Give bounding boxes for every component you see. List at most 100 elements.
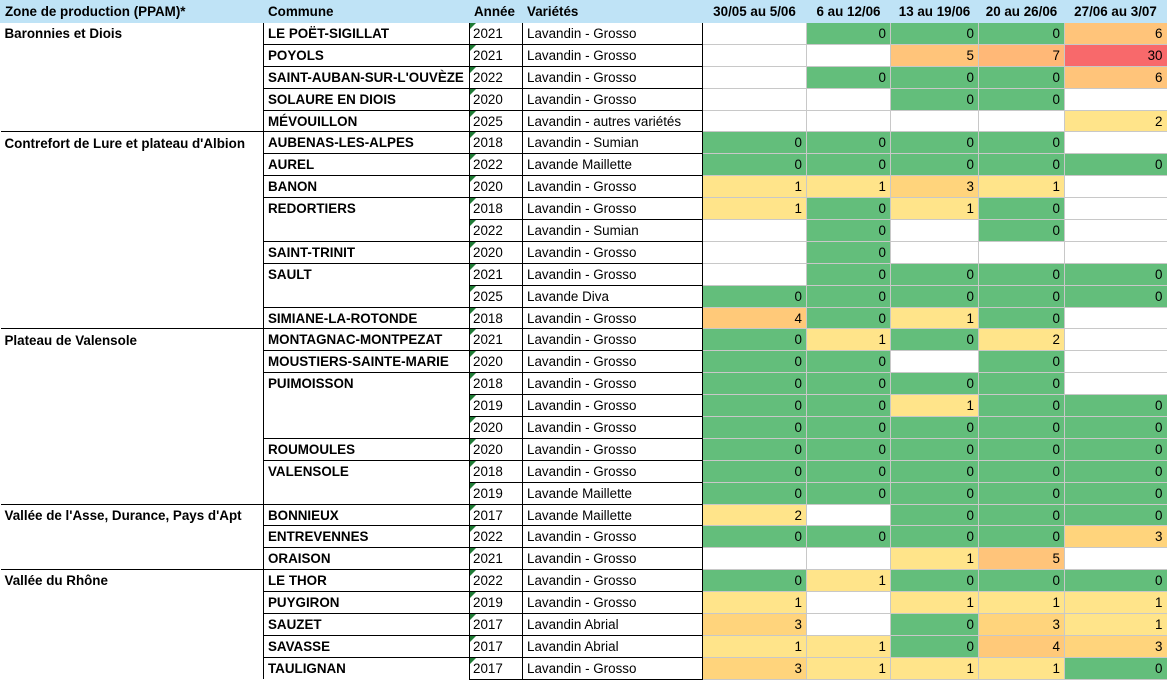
cell-variete[interactable]: Lavandin Abrial — [522, 635, 703, 658]
cell-week-2[interactable]: 0 — [806, 263, 891, 286]
cell-week-4[interactable]: 4 — [978, 635, 1065, 658]
cell-annee[interactable]: 2018 — [469, 307, 523, 330]
cell-week-5[interactable] — [1064, 197, 1167, 221]
cell-zone[interactable] — [0, 110, 264, 132]
cell-week-4[interactable]: 0 — [978, 219, 1065, 242]
cell-week-3[interactable] — [890, 110, 979, 133]
cell-zone[interactable] — [0, 153, 264, 176]
cell-zone[interactable] — [0, 285, 264, 308]
cell-week-1[interactable] — [702, 66, 807, 89]
cell-week-3[interactable]: 3 — [890, 175, 979, 199]
cell-commune[interactable]: LE THOR — [263, 569, 470, 592]
cell-zone[interactable] — [0, 416, 264, 439]
cell-week-2[interactable]: 0 — [806, 394, 891, 418]
cell-annee[interactable]: 2018 — [469, 460, 523, 483]
cell-week-3[interactable] — [890, 241, 979, 264]
cell-week-4[interactable]: 0 — [978, 307, 1065, 330]
cell-week-5[interactable] — [1064, 219, 1167, 242]
cell-commune[interactable]: PUYGIRON — [263, 591, 470, 614]
cell-annee[interactable]: 2021 — [469, 22, 523, 45]
cell-variete[interactable]: Lavandin - Grosso — [522, 525, 703, 549]
cell-week-5[interactable]: 0 — [1064, 263, 1167, 286]
cell-commune[interactable] — [263, 285, 470, 308]
cell-variete[interactable]: Lavandin - Grosso — [522, 416, 703, 439]
cell-week-4[interactable]: 0 — [978, 482, 1065, 505]
cell-week-2[interactable]: 0 — [806, 22, 891, 45]
cell-variete[interactable]: Lavande Diva — [522, 285, 703, 308]
cell-zone[interactable] — [0, 591, 264, 614]
cell-week-3[interactable]: 0 — [890, 328, 979, 352]
cell-week-2[interactable]: 0 — [806, 416, 891, 439]
cell-week-1[interactable]: 0 — [702, 460, 807, 483]
cell-week-4[interactable]: 0 — [978, 394, 1065, 418]
cell-variete[interactable]: Lavandin - Grosso — [522, 350, 703, 374]
cell-week-3[interactable]: 0 — [890, 613, 979, 636]
cell-week-5[interactable] — [1064, 88, 1167, 111]
cell-variete[interactable]: Lavandin - Grosso — [522, 263, 703, 286]
cell-variete[interactable]: Lavandin - Grosso — [522, 44, 703, 67]
cell-annee[interactable]: 2017 — [469, 613, 523, 636]
cell-commune[interactable]: REDORTIERS — [263, 197, 470, 220]
cell-zone[interactable] — [0, 394, 264, 417]
cell-variete[interactable]: Lavandin - Grosso — [522, 438, 703, 461]
cell-week-2[interactable] — [806, 88, 891, 111]
cell-zone[interactable]: Vallée du Rhône — [0, 569, 264, 592]
cell-week-1[interactable]: 0 — [702, 131, 807, 155]
cell-week-2[interactable]: 1 — [806, 328, 891, 352]
cell-zone[interactable]: Vallée de l'Asse, Durance, Pays d'Apt — [0, 503, 264, 526]
cell-variete[interactable]: Lavandin - Grosso — [522, 307, 703, 330]
cell-week-3[interactable] — [890, 350, 979, 374]
cell-commune[interactable]: BONNIEUX — [263, 503, 470, 526]
header-week-2[interactable]: 6 au 12/06 — [806, 0, 891, 23]
cell-week-4[interactable]: 0 — [978, 438, 1065, 461]
cell-week-5[interactable] — [1064, 328, 1167, 352]
cell-week-3[interactable]: 0 — [890, 263, 979, 286]
cell-week-4[interactable]: 0 — [978, 416, 1065, 439]
cell-annee[interactable]: 2020 — [469, 350, 523, 374]
cell-week-5[interactable]: 0 — [1064, 503, 1167, 527]
cell-commune[interactable]: ROUMOULES — [263, 437, 470, 461]
cell-week-3[interactable]: 0 — [890, 22, 979, 45]
cell-zone[interactable] — [0, 613, 264, 636]
cell-variete[interactable]: Lavandin - Grosso — [522, 197, 703, 221]
cell-zone[interactable] — [0, 350, 264, 373]
cell-week-1[interactable]: 1 — [702, 635, 807, 658]
cell-week-3[interactable]: 5 — [890, 44, 979, 67]
cell-variete[interactable]: Lavandin - Grosso — [522, 22, 703, 45]
cell-annee[interactable]: 2020 — [469, 241, 523, 264]
cell-commune[interactable]: LE POËT-SIGILLAT — [263, 22, 470, 45]
cell-variete[interactable]: Lavandin - Grosso — [522, 657, 703, 680]
cell-variete[interactable]: Lavandin - Sumian — [522, 219, 703, 242]
cell-week-2[interactable]: 0 — [806, 350, 891, 374]
cell-week-4[interactable]: 0 — [978, 372, 1065, 396]
cell-annee[interactable]: 2021 — [469, 44, 523, 67]
cell-week-5[interactable]: 0 — [1064, 153, 1167, 177]
cell-week-1[interactable]: 0 — [702, 285, 807, 308]
cell-week-5[interactable]: 30 — [1064, 44, 1167, 67]
cell-week-5[interactable]: 0 — [1064, 394, 1167, 418]
cell-week-5[interactable]: 0 — [1064, 438, 1167, 461]
cell-week-5[interactable]: 6 — [1064, 22, 1167, 45]
cell-week-4[interactable]: 0 — [978, 88, 1065, 111]
cell-week-3[interactable]: 0 — [890, 416, 979, 439]
cell-annee[interactable]: 2021 — [469, 328, 523, 352]
cell-commune[interactable]: VALENSOLE — [263, 459, 470, 483]
cell-week-5[interactable] — [1064, 131, 1167, 155]
cell-week-3[interactable]: 1 — [890, 307, 979, 330]
cell-week-4[interactable]: 0 — [978, 525, 1065, 549]
cell-week-1[interactable]: 2 — [702, 503, 807, 527]
cell-zone[interactable] — [0, 547, 264, 570]
cell-zone[interactable] — [0, 197, 264, 220]
cell-variete[interactable]: Lavande Maillette — [522, 503, 703, 527]
cell-variete[interactable]: Lavandin - Grosso — [522, 175, 703, 199]
cell-week-2[interactable]: 0 — [806, 438, 891, 461]
cell-week-2[interactable] — [806, 547, 891, 571]
cell-commune[interactable]: SOLAURE EN DIOIS — [263, 87, 470, 111]
cell-week-5[interactable]: 6 — [1064, 66, 1167, 89]
cell-week-1[interactable]: 0 — [702, 525, 807, 549]
cell-week-4[interactable]: 0 — [978, 460, 1065, 483]
cell-commune[interactable]: MOUSTIERS-SAINTE-MARIE — [263, 350, 470, 373]
cell-week-1[interactable]: 0 — [702, 394, 807, 418]
cell-annee[interactable]: 2022 — [469, 525, 523, 549]
header-annee[interactable]: Année — [469, 0, 523, 23]
